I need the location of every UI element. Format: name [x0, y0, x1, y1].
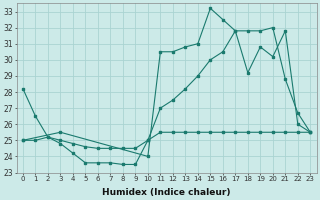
X-axis label: Humidex (Indice chaleur): Humidex (Indice chaleur): [102, 188, 231, 197]
